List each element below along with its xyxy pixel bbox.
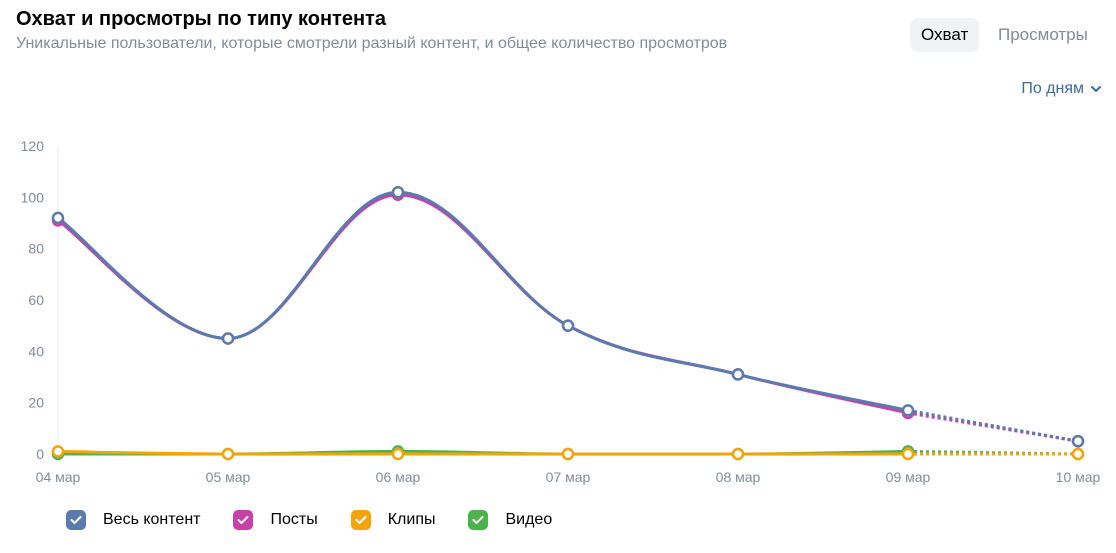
x-tick-label: 07 мар xyxy=(546,469,591,485)
legend-item[interactable]: Весь контент xyxy=(66,510,200,530)
legend-item[interactable]: Видео xyxy=(468,510,552,530)
data-point xyxy=(221,447,235,461)
legend-label: Видео xyxy=(505,511,553,528)
chart-title: Охват и просмотры по типу контента xyxy=(16,8,386,30)
y-tick-label: 40 xyxy=(28,343,44,359)
line-chart: 0 20 40 60 80 100 120 04 мар 05 мар 06 мар 07 мар 0… xyxy=(21,138,1101,485)
x-tick-label: 05 мар xyxy=(206,469,251,485)
tab-reach[interactable]: Охват xyxy=(910,18,980,52)
x-tick-label: 04 мар xyxy=(36,469,81,485)
x-tick-label: 10 мар xyxy=(1056,469,1101,485)
data-point xyxy=(51,211,65,225)
legend-label: Посты xyxy=(270,511,318,528)
tab-views[interactable]: Просмотры xyxy=(998,25,1088,44)
data-point xyxy=(1071,447,1085,461)
data-point xyxy=(1071,434,1085,448)
data-point xyxy=(391,185,405,199)
legend-label: Весь контент xyxy=(103,511,201,528)
y-tick-label: 120 xyxy=(21,138,45,154)
x-tick-label: 08 мар xyxy=(716,469,761,485)
checkbox-icon[interactable] xyxy=(233,510,254,530)
checkbox-icon[interactable] xyxy=(468,510,489,530)
y-tick-label: 100 xyxy=(21,189,45,205)
chart-legend: Весь контент Посты Клипы Видео xyxy=(66,510,585,530)
x-tick-label: 06 мар xyxy=(376,469,421,485)
data-point xyxy=(731,447,745,461)
data-point xyxy=(221,332,235,345)
x-tick-label: 09 мар xyxy=(886,469,931,485)
data-point xyxy=(391,447,405,461)
period-dropdown[interactable]: По дням xyxy=(1021,80,1102,98)
series-line xyxy=(56,449,910,456)
y-tick-label: 20 xyxy=(28,395,44,411)
data-point xyxy=(731,368,745,381)
y-tick-label: 0 xyxy=(36,446,44,462)
legend-label: Клипы xyxy=(387,511,436,528)
period-label: По дням xyxy=(1021,80,1084,97)
checkbox-icon[interactable] xyxy=(350,510,371,530)
data-point xyxy=(561,319,575,332)
data-point xyxy=(51,445,65,458)
data-point xyxy=(901,404,915,417)
chart-subtitle: Уникальные пользователи, которые смотрел… xyxy=(16,35,728,52)
series-line xyxy=(56,190,910,412)
series-line xyxy=(56,193,910,415)
legend-item[interactable]: Посты xyxy=(233,510,318,530)
chevron-down-icon xyxy=(1090,85,1102,93)
legend-item[interactable]: Клипы xyxy=(350,510,436,530)
series-forecast-line xyxy=(907,408,1079,443)
data-point xyxy=(561,447,575,461)
y-tick-label: 80 xyxy=(28,241,44,257)
data-point xyxy=(901,447,915,461)
checkbox-icon[interactable] xyxy=(66,510,86,530)
y-tick-label: 60 xyxy=(28,292,44,308)
